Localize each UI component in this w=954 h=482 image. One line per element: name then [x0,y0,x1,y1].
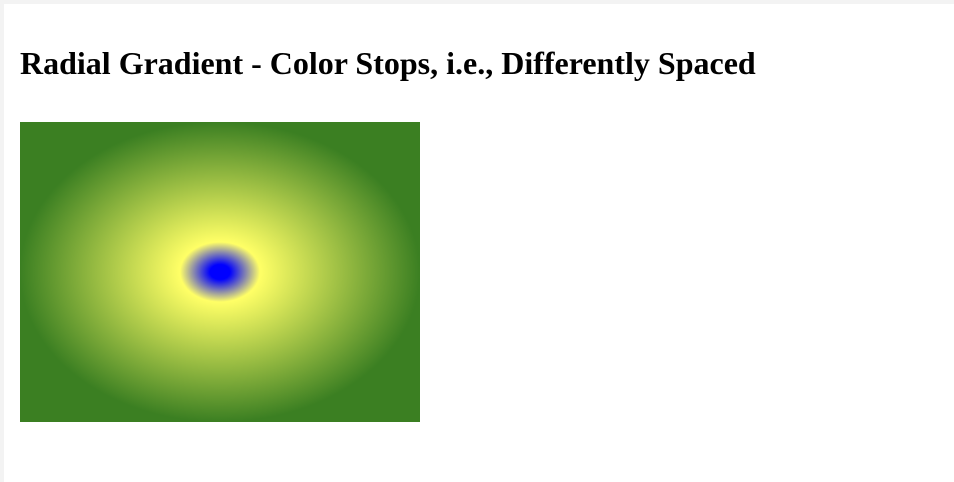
radial-gradient-box [20,122,420,422]
page-title: Radial Gradient - Color Stops, i.e., Dif… [20,45,756,81]
page-viewport: Radial Gradient - Color Stops, i.e., Dif… [4,4,954,482]
